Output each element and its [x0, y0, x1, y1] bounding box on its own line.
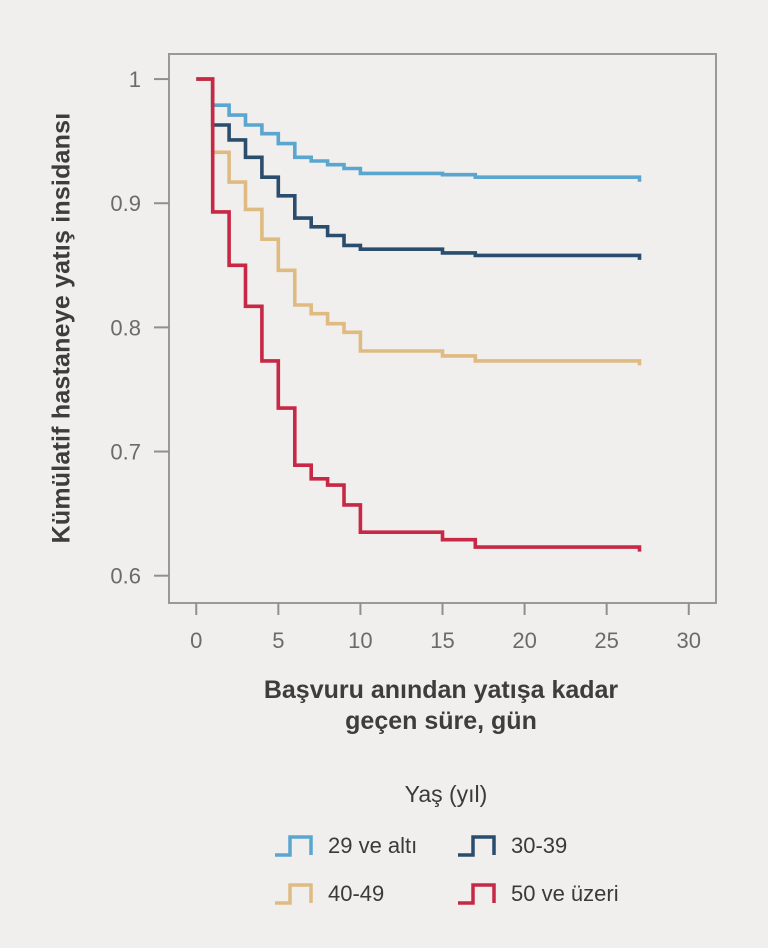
y-axis-tick-label: 0.9 [110, 191, 141, 216]
x-axis-tick-label: 5 [272, 628, 284, 653]
legend-item-label: 29 ve altı [328, 833, 418, 858]
x-axis-title-line-2: geçen süre, gün [345, 707, 537, 735]
legend-title: Yaş (yıl) [404, 781, 488, 807]
step-line-swatch-icon [275, 883, 313, 905]
x-axis-tick-label: 25 [594, 628, 618, 653]
legend-item-label: 30-39 [511, 833, 568, 858]
x-axis-tick-label: 15 [430, 628, 454, 653]
y-axis-tick-label: 1 [129, 67, 141, 92]
x-axis-tick-label: 0 [190, 628, 202, 653]
legend-item-40-49: 40-49 [273, 881, 384, 907]
km-curve-40-49 [196, 77, 642, 366]
y-axis-tick-label: 0.6 [110, 564, 141, 589]
x-axis-title: Başvuru anından yatışa kadar geçen süre,… [264, 675, 618, 737]
km-curve-50-ve-uzeri [196, 77, 642, 552]
legend-item-30-39: 30-39 [456, 833, 567, 859]
km-curve-30-39 [196, 77, 642, 260]
x-axis-tick-label: 10 [348, 628, 372, 653]
x-axis-tick-label: 30 [677, 628, 701, 653]
x-axis-tick-label: 20 [512, 628, 536, 653]
legend-item-label: 50 ve üzeri [511, 881, 619, 906]
x-axis-title-line-1: Başvuru anından yatışa kadar [263, 676, 619, 704]
plot-frame [168, 53, 717, 604]
legend-item-50-ve-uzeri: 50 ve üzeri [456, 881, 619, 907]
km-curve-29-ve-alti [196, 77, 642, 182]
legend-item-label: 40-49 [328, 881, 385, 906]
step-line-swatch-icon [458, 835, 496, 857]
step-line-swatch-icon [275, 835, 313, 857]
step-line-swatch-icon [458, 883, 496, 905]
y-axis-title: Kümülatif hastaneye yatış insidansı [47, 112, 76, 544]
y-axis-tick-label: 0.7 [110, 440, 141, 465]
y-axis-tick-label: 0.8 [110, 315, 141, 340]
legend-item-29-ve-alti: 29 ve altı [273, 833, 417, 859]
